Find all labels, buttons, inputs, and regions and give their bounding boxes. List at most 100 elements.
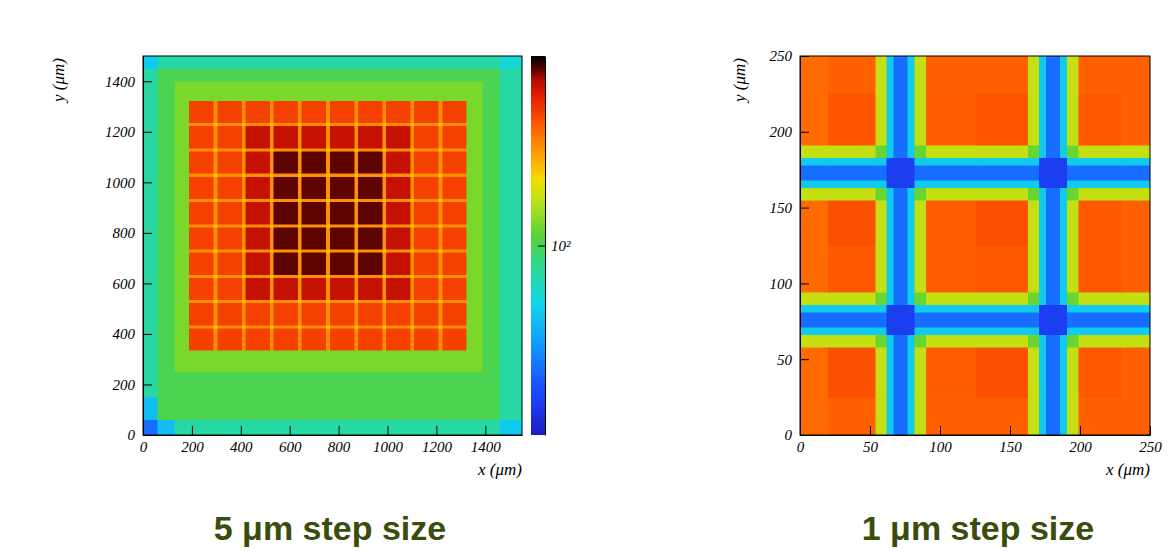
heatmap-cell [439,126,443,148]
heatmap-cell [1079,56,1122,94]
heatmap-cell [1060,180,1067,188]
heatmap-cell [1046,180,1060,188]
heatmap-cell [1067,165,1078,180]
heatmap-cell [270,372,274,397]
heatmap-cell [414,81,438,100]
tick: 800 [328,426,351,455]
heatmap-cell [414,397,438,420]
heatmap-cell [894,188,908,200]
heatmap-cell [143,224,158,227]
heatmap-cell [189,252,213,274]
heatmap-cell [158,199,175,202]
heatmap-cell [467,252,483,274]
heatmap-cell [828,335,876,347]
heatmap-cell [246,325,270,328]
heatmap-cell [355,69,359,82]
heatmap-cell [1122,188,1150,200]
heatmap-cell [218,123,242,126]
heatmap-cell [330,69,354,82]
heatmap-cell [908,180,915,188]
heatmap-cell [358,224,382,227]
heatmap-cell [908,292,915,304]
heatmap-cell [218,325,242,328]
tick-label: 1200 [422,439,453,455]
heatmap-cell [158,126,175,148]
heatmap-cell [411,227,415,249]
heatmap-cell [175,350,190,371]
heatmap-cell [246,126,270,148]
heatmap-cell [500,177,522,199]
heatmap-cell [1046,347,1060,397]
heatmap-cell [326,151,330,173]
heatmap-cell [355,252,359,274]
heatmap-cell [189,227,213,249]
heatmap-cell [330,126,354,148]
heatmap-cell [1028,165,1039,180]
heatmap-cell [887,145,894,157]
heatmap-cell [876,292,887,304]
tick-mark [143,233,152,234]
heatmap-cell [143,69,158,82]
heatmap-cell [383,249,387,252]
figure: 0200400600800100012001400020040060080010… [0,0,1175,558]
heatmap-cell [800,145,828,157]
heatmap-cell [358,303,382,325]
heatmap-cell [270,199,274,202]
heatmap-cell [158,252,175,274]
tick: 0 [785,427,810,443]
heatmap-cell [894,292,908,304]
heatmap-cell [467,69,483,82]
heatmap-cell [326,173,330,176]
heatmap-cell [414,278,438,300]
heatmap-cell [302,81,326,100]
heatmap-cell [189,123,213,126]
heatmap-cell [242,397,246,420]
heatmap-cell [483,275,500,278]
heatmap-cell [386,300,410,303]
heatmap-cell [1039,347,1046,397]
heatmap-cell [326,397,330,420]
heatmap-cell [355,275,359,278]
heatmap-cell [175,420,190,435]
heatmap-cell [218,81,242,100]
heatmap-cell [1039,56,1046,94]
heatmap-cell [326,328,330,350]
heatmap-cell [274,278,298,300]
heatmap-cell [383,300,387,303]
heatmap-cell [189,81,213,100]
heatmap-cell [915,327,926,335]
plot-frame [800,56,1150,435]
heatmap-cell [355,278,359,300]
heatmap-cell [214,199,218,202]
heatmap-cell [270,126,274,148]
heatmap-cell [411,397,415,420]
heatmap-cell [330,420,354,435]
heatmap-cell [411,303,415,325]
heatmap-cell [439,420,443,435]
tick: 600 [279,426,302,455]
heatmap-cell [926,347,976,397]
heatmap-cell [274,227,298,249]
heatmap-cell [439,275,443,278]
tick-label: 200 [1069,439,1092,455]
tick-mark [1150,426,1151,435]
heatmap-cell [483,325,500,328]
heatmap-cell [414,300,438,303]
heatmap-cell [411,69,415,82]
tick-mark [143,384,152,385]
heatmap-cell [926,312,976,327]
tick-mark [241,426,242,435]
heatmap-cell [214,69,218,82]
heatmap-cell [158,300,175,303]
heatmap-cell [189,202,213,224]
heatmap-cell [242,123,246,126]
tick-label: 1200 [105,124,136,140]
heatmap-cell [443,224,467,227]
heatmap-cell [270,249,274,252]
heatmap-cell [1122,397,1150,435]
heatmap-cell [143,278,158,300]
heatmap-cell [189,148,213,151]
heatmap-cell [246,278,270,300]
heatmap-cell [326,420,330,435]
heatmap-cell [246,101,270,123]
